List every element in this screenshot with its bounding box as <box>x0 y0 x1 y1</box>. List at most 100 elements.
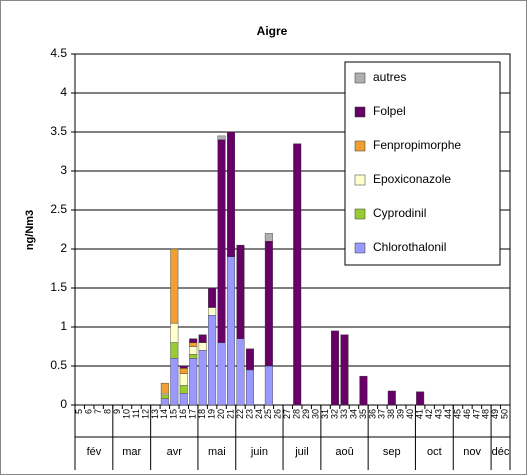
x-tick-label: 34 <box>348 409 358 419</box>
x-tick-label: 6 <box>84 409 94 414</box>
bar-segment <box>331 330 340 406</box>
y-tick-label: 2 <box>60 241 67 255</box>
bar-segment <box>170 342 179 359</box>
x-tick-label: 20 <box>216 409 226 419</box>
x-tick-label: 12 <box>140 409 150 419</box>
bar-segment <box>189 358 198 406</box>
x-tick-label: 35 <box>358 409 368 419</box>
bar-segment <box>208 287 217 308</box>
bar-segment <box>189 342 198 347</box>
bar-segment <box>160 394 169 399</box>
bar-segment <box>160 398 169 406</box>
x-tick-label: 8 <box>102 409 112 414</box>
bar-segment <box>236 338 245 406</box>
legend-box <box>344 61 501 266</box>
y-tick-label: 1 <box>60 319 67 333</box>
x-tick-label: 47 <box>471 409 481 419</box>
y-tick-label: 4 <box>60 85 67 99</box>
bar-segment <box>179 368 188 374</box>
x-tick-label: 41 <box>415 409 425 419</box>
legend-swatch <box>354 242 366 254</box>
y-tick-label: 4.5 <box>50 46 67 60</box>
x-tick-label: 40 <box>405 409 415 419</box>
y-axis-label: ng/Nm3 <box>24 210 36 250</box>
bar-segment <box>217 135 226 140</box>
x-tick-label: 31 <box>320 409 330 419</box>
bar-segment <box>245 369 254 406</box>
month-label: fév <box>87 446 102 458</box>
bar-segment <box>387 390 396 406</box>
x-tick-label: 33 <box>339 409 349 419</box>
x-tick-label: 42 <box>424 409 434 419</box>
month-label: déc <box>492 446 510 458</box>
bar-segment <box>208 315 217 406</box>
x-tick-label: 45 <box>452 409 462 419</box>
y-tick-label: 1.5 <box>50 280 67 294</box>
x-tick-label: 24 <box>254 409 264 419</box>
legend-swatch <box>354 174 366 186</box>
x-tick-label: 44 <box>443 409 453 419</box>
bar-segment <box>198 334 207 343</box>
bar-segment <box>293 143 302 406</box>
bar-segment <box>198 350 207 406</box>
month-label: juin <box>250 446 268 458</box>
x-tick-label: 38 <box>386 409 396 419</box>
legend-swatch <box>354 140 366 152</box>
month-label: sep <box>383 446 401 458</box>
bar-segment <box>227 256 236 406</box>
bar-segment <box>217 139 226 343</box>
month-label: juil <box>294 446 308 458</box>
legend-label: Chlorothalonil <box>373 240 446 254</box>
x-tick-label: 17 <box>188 409 198 419</box>
x-tick-label: 11 <box>131 409 141 418</box>
month-label: mar <box>122 446 141 458</box>
x-tick-label: 25 <box>263 409 273 419</box>
x-tick-label: 50 <box>500 409 510 419</box>
x-tick-label: 48 <box>481 409 491 419</box>
x-tick-label: 28 <box>292 409 302 419</box>
x-tick-label: 37 <box>377 409 387 419</box>
bar-segment <box>189 354 198 359</box>
x-tick-label: 27 <box>282 409 292 419</box>
x-tick-label: 43 <box>433 409 443 419</box>
bar-segment <box>264 233 273 242</box>
bar-segment <box>179 373 188 386</box>
x-tick-label: 36 <box>367 409 377 419</box>
x-tick-label: 29 <box>301 409 311 419</box>
bar-segment <box>179 393 188 406</box>
x-tick-label: 49 <box>490 409 500 419</box>
x-tick-label: 7 <box>93 409 103 414</box>
x-tick-label: 46 <box>462 409 472 419</box>
bar-segment <box>264 240 273 367</box>
x-tick-label: 21 <box>225 409 235 419</box>
x-tick-label: 13 <box>150 409 160 419</box>
bar-segment <box>198 342 207 351</box>
bar-segment <box>179 385 188 394</box>
bar-segment <box>340 334 349 406</box>
x-tick-label: 18 <box>197 409 207 419</box>
bar-segment <box>179 365 188 369</box>
y-tick-label: 0.5 <box>50 358 67 372</box>
x-tick-label: 14 <box>159 409 169 419</box>
bar-segment <box>170 248 179 324</box>
y-tick-label: 3 <box>60 163 67 177</box>
x-tick-label: 32 <box>329 409 339 419</box>
legend-label: Fenpropimorphe <box>373 138 461 152</box>
month-label: aoû <box>335 446 353 458</box>
x-tick-label: 10 <box>121 409 131 419</box>
x-tick-label: 19 <box>206 409 216 419</box>
bar-segment <box>189 346 198 355</box>
bar-segment <box>245 348 254 371</box>
bar-segment <box>208 307 217 316</box>
y-tick-label: 2.5 <box>50 202 67 216</box>
x-tick-label: 22 <box>235 409 245 419</box>
legend-swatch <box>354 208 366 220</box>
x-tick-label: 5 <box>74 409 84 414</box>
month-label: oct <box>427 446 442 458</box>
x-tick-label: 30 <box>311 409 321 419</box>
legend-swatch <box>354 72 366 84</box>
bar-segment <box>170 358 179 406</box>
y-tick-label: 3.5 <box>50 124 67 138</box>
x-tick-label: 16 <box>178 409 188 419</box>
bar-segment <box>236 244 245 339</box>
